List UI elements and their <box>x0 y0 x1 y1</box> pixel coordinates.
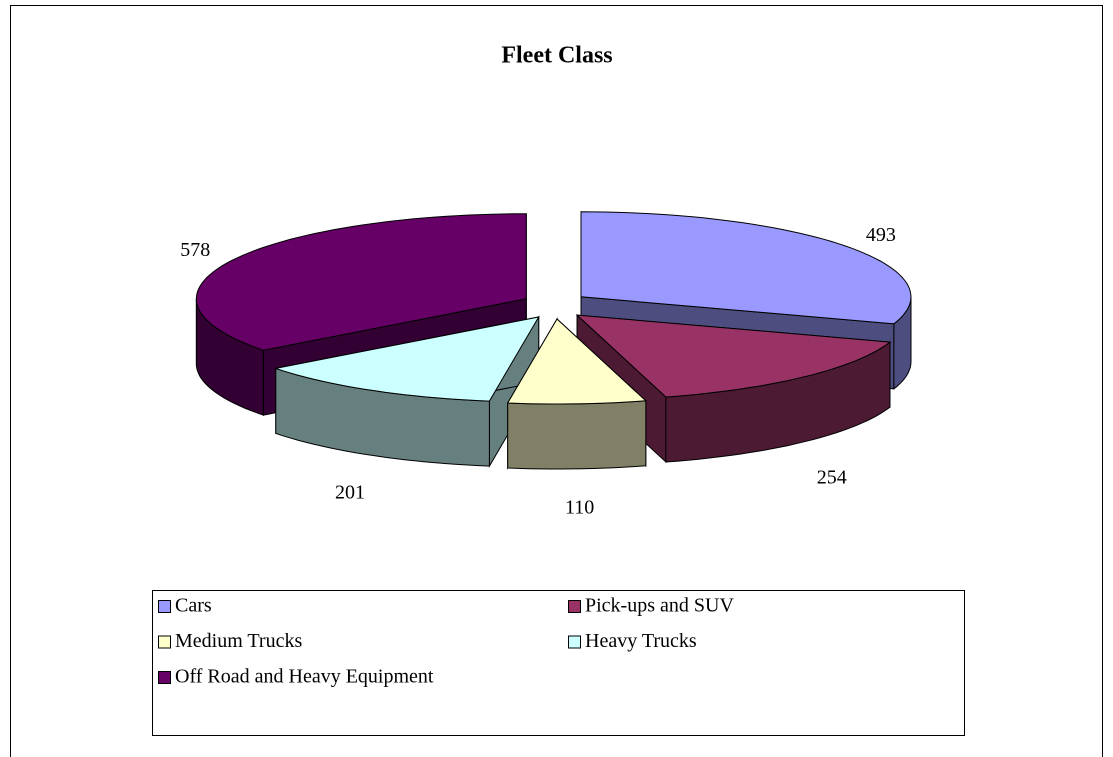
legend-swatch <box>158 600 171 613</box>
legend-label: Medium Trucks <box>175 630 302 652</box>
slice-top <box>273 316 540 402</box>
slice-wall <box>507 400 647 470</box>
data-label: 578 <box>180 239 210 261</box>
chart-title: Fleet Class <box>501 43 612 69</box>
slice <box>506 317 647 470</box>
slice-top <box>575 314 892 398</box>
legend-label: Heavy Trucks <box>585 630 697 652</box>
legend-swatch <box>158 635 171 649</box>
slice-top <box>580 211 912 325</box>
data-label: 254 <box>817 467 847 489</box>
legend-label: Cars <box>175 595 212 617</box>
legend-swatch <box>158 671 171 684</box>
legend-label: Pick-ups and SUV <box>585 595 734 617</box>
pie <box>195 211 912 470</box>
chart-border <box>10 5 1103 757</box>
slice-top <box>195 213 527 351</box>
data-label: 201 <box>335 481 365 503</box>
legend-label: Off Road and Heavy Equipment <box>175 666 434 688</box>
legend-swatch <box>568 635 581 649</box>
data-label: 110 <box>565 497 594 519</box>
data-label: 493 <box>866 224 896 246</box>
legend-swatch <box>568 600 581 613</box>
legend-box <box>152 590 965 736</box>
slice <box>575 313 892 464</box>
slice-top <box>506 318 647 405</box>
